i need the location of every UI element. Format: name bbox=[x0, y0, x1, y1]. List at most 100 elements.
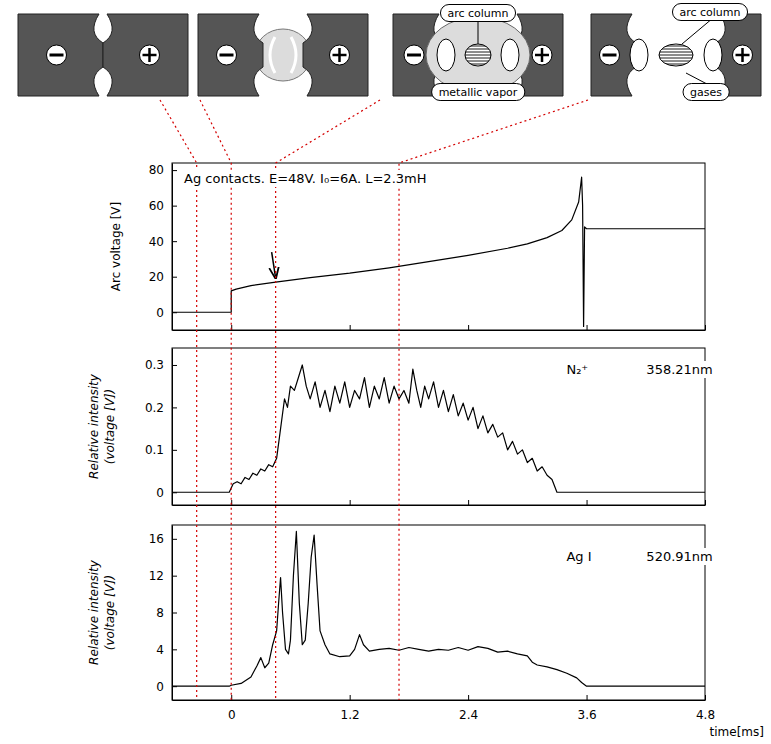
cathode-contact bbox=[591, 14, 636, 96]
phase-line bbox=[276, 100, 380, 700]
tick-mark bbox=[468, 500, 469, 505]
x-axis: 01.22.43.64.8 bbox=[173, 695, 716, 722]
phase-line bbox=[200, 100, 231, 700]
label-box bbox=[672, 4, 747, 21]
tick-mark bbox=[705, 325, 706, 330]
tick: 8 bbox=[156, 606, 177, 620]
tick-mark bbox=[705, 695, 706, 700]
series-line bbox=[172, 177, 705, 326]
axis-line bbox=[173, 505, 706, 506]
tick-mark bbox=[172, 613, 177, 614]
y-axis-title: Relative intensity(voltage [V]) bbox=[87, 373, 117, 479]
tick bbox=[705, 500, 706, 505]
tick-mark bbox=[468, 325, 469, 330]
tick: 20 bbox=[149, 270, 177, 284]
chart-panel: 020406080Arc voltage [V] bbox=[109, 163, 706, 331]
label-box bbox=[432, 84, 525, 101]
charts: 020406080Arc voltage [V]00.10.20.3Relati… bbox=[87, 163, 764, 739]
tick-mark bbox=[587, 695, 588, 700]
y-axis-title: Arc voltage [V] bbox=[109, 202, 123, 292]
axis-line bbox=[173, 700, 706, 701]
tick-label: 2.4 bbox=[459, 708, 478, 722]
diagram: arc columnmetallic vaporarc columngases bbox=[18, 4, 761, 101]
diagram-label: metallic vapor bbox=[432, 84, 525, 101]
plot-frame bbox=[172, 525, 705, 700]
tick-label: 80 bbox=[149, 163, 164, 177]
chart-panel: 01.22.43.64.80481216Relative intensity(v… bbox=[87, 525, 764, 739]
phase-lines bbox=[160, 100, 588, 700]
contact-panel bbox=[198, 14, 368, 96]
anode-contact bbox=[103, 14, 188, 96]
plot-marks bbox=[172, 531, 705, 686]
plus-bar bbox=[338, 48, 341, 62]
tick-label: 0 bbox=[156, 306, 164, 320]
tick bbox=[468, 500, 469, 505]
plus-symbol bbox=[532, 45, 552, 65]
y-axis-title: Relative intensity(voltage [V]) bbox=[87, 559, 117, 665]
tick-label: 4 bbox=[156, 643, 164, 657]
minus-bar bbox=[220, 54, 234, 57]
tick: 80 bbox=[149, 163, 177, 177]
label-text: metallic vapor bbox=[439, 86, 518, 99]
tick: 2.4 bbox=[459, 695, 478, 722]
tick bbox=[350, 325, 351, 330]
annotation-patch bbox=[564, 361, 590, 378]
annotations: Ag contacts. E=48V. I₀=6A. L=2.3mHN₂⁺358… bbox=[182, 170, 715, 565]
x-axis-title: time[ms] bbox=[710, 725, 764, 739]
plus-bar bbox=[148, 48, 151, 62]
tick-mark bbox=[350, 500, 351, 505]
plot-marks bbox=[172, 365, 705, 492]
y-axis: 020406080 bbox=[149, 163, 177, 330]
y-axis: 0481216 bbox=[149, 526, 177, 701]
tick-mark bbox=[172, 407, 177, 408]
tick: 3.6 bbox=[578, 695, 597, 722]
annotation-patch bbox=[644, 548, 714, 565]
tick bbox=[705, 325, 706, 330]
tick-mark bbox=[172, 206, 177, 207]
tick-mark bbox=[350, 695, 351, 700]
annotation-text: N₂⁺ bbox=[566, 362, 588, 377]
arc-column-shape bbox=[659, 44, 693, 66]
y-axis: 00.10.20.3 bbox=[145, 349, 177, 506]
label-text: arc column bbox=[679, 6, 740, 19]
x-axis bbox=[173, 325, 706, 331]
plot-marks bbox=[172, 177, 705, 326]
tick-label: 12 bbox=[149, 569, 164, 583]
label-text: arc column bbox=[447, 7, 508, 20]
tick-label: 8 bbox=[156, 606, 164, 620]
annotation-arrow bbox=[272, 252, 276, 278]
annotation: N₂⁺ bbox=[564, 361, 590, 378]
tick: 60 bbox=[149, 199, 177, 213]
axis-line bbox=[172, 164, 173, 331]
molten-edge bbox=[270, 37, 275, 73]
tick-label: 1.2 bbox=[341, 708, 360, 722]
y-axis-title-line: (voltage [V]) bbox=[103, 389, 117, 465]
anode-contact bbox=[303, 14, 368, 96]
y-axis-title-line: Relative intensity bbox=[87, 559, 101, 665]
tick: 0.3 bbox=[145, 358, 177, 372]
tick: 4.8 bbox=[696, 695, 715, 722]
cathode-molten-tip bbox=[437, 39, 455, 71]
diagram-label: arc column bbox=[440, 5, 515, 45]
figure: arc columnmetallic vaporarc columngases0… bbox=[0, 0, 771, 744]
tick-mark bbox=[172, 170, 177, 171]
minus-symbol bbox=[404, 45, 424, 65]
tick: 12 bbox=[149, 569, 177, 583]
tick-mark bbox=[468, 695, 469, 700]
tick-mark bbox=[172, 649, 177, 650]
minus-symbol bbox=[217, 45, 237, 65]
tick: 1.2 bbox=[341, 695, 360, 722]
tick-label: 0.2 bbox=[145, 401, 164, 415]
tick-mark bbox=[705, 500, 706, 505]
annotation: 358.21nm bbox=[644, 361, 714, 378]
annotation: Ag I bbox=[564, 548, 593, 565]
y-axis-title-line: Arc voltage [V] bbox=[109, 202, 123, 292]
tick-mark bbox=[172, 365, 177, 366]
x-axis bbox=[173, 500, 706, 506]
tick: 4 bbox=[156, 643, 177, 657]
plot-frame bbox=[172, 348, 705, 505]
minus-bar bbox=[407, 54, 421, 57]
leader-line bbox=[478, 22, 479, 45]
annotation: 520.91nm bbox=[644, 548, 714, 565]
tick-label: 0 bbox=[156, 680, 164, 694]
